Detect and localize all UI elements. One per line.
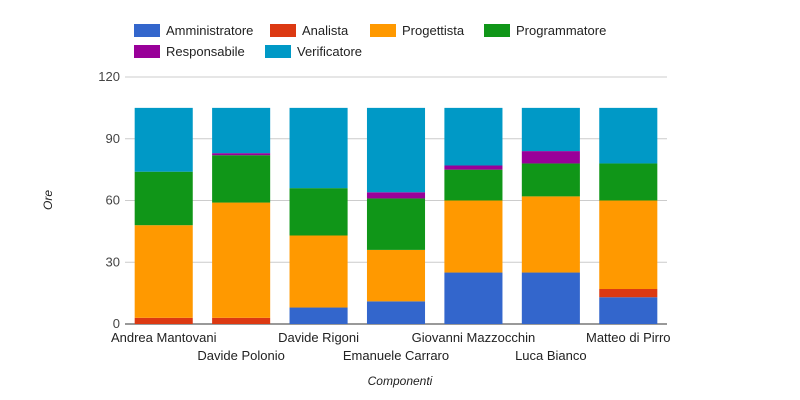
y-tick-label: 30	[106, 254, 120, 269]
bar-segment-programmatore	[289, 188, 348, 236]
legend-item-programmatore[interactable]: Programmatore	[484, 23, 606, 38]
bar-segment-programmatore	[212, 155, 271, 203]
bar-segment-analista	[212, 317, 271, 324]
legend-label: Programmatore	[516, 23, 607, 38]
bar-segment-verificatore	[521, 107, 580, 152]
legend-swatch	[134, 24, 160, 37]
legend-swatch	[134, 45, 160, 58]
legend-label: Responsabile	[166, 44, 245, 59]
y-tick-label: 90	[106, 131, 120, 146]
bar-segment-amministratore	[444, 272, 503, 324]
bar-segment-verificatore	[599, 107, 658, 164]
bar-segment-progettista	[289, 235, 348, 308]
legend-item-amministratore[interactable]: Amministratore	[134, 23, 253, 38]
bar-segment-amministratore	[521, 272, 580, 324]
bar-segment-progettista	[521, 196, 580, 273]
y-axis-ticks: 0 30 60 90 120	[98, 69, 120, 331]
legend-swatch	[270, 24, 296, 37]
bar-segment-responsabile	[444, 165, 503, 170]
bar-segment-responsabile	[521, 151, 580, 164]
x-tick-label: Emanuele Carraro	[343, 348, 449, 363]
legend-item-progettista[interactable]: Progettista	[370, 23, 464, 38]
legend-label: Progettista	[402, 23, 465, 38]
y-tick-label: 120	[98, 69, 120, 84]
bar-segment-programmatore	[444, 169, 503, 201]
bar-segment-verificatore	[289, 107, 348, 189]
x-tick-label: Davide Rigoni	[278, 330, 359, 345]
y-tick-label: 60	[106, 193, 120, 208]
bar-segment-verificatore	[366, 107, 426, 193]
bar-segment-progettista	[366, 249, 426, 302]
bar-segment-programmatore	[599, 163, 658, 201]
legend-swatch	[370, 24, 396, 37]
x-axis-labels: Andrea Mantovani Davide Polonio Davide Rig…	[111, 330, 671, 363]
bar-segment-progettista	[212, 202, 271, 318]
bar-segment-amministratore	[599, 297, 658, 324]
bar-segment-amministratore	[366, 301, 426, 324]
y-axis-title: Ore	[41, 190, 55, 210]
bar-segment-verificatore	[134, 107, 193, 172]
bar-segment-progettista	[599, 200, 658, 290]
bar-segment-amministratore	[289, 307, 348, 324]
bar-segment-programmatore	[134, 171, 193, 226]
bar-segment-verificatore	[212, 107, 271, 154]
x-tick-label: Luca Bianco	[515, 348, 587, 363]
chart-legend: Amministratore Analista Progettista Prog…	[134, 23, 654, 63]
legend-label: Amministratore	[166, 23, 254, 38]
bar-segment-programmatore	[521, 163, 580, 197]
x-tick-label: Davide Polonio	[197, 348, 284, 363]
bars	[134, 107, 658, 324]
legend-label: Analista	[302, 23, 349, 38]
legend-item-verificatore[interactable]: Verificatore	[265, 44, 362, 59]
bar-segment-progettista	[134, 225, 193, 318]
x-axis-title: Componenti	[368, 374, 433, 388]
legend-swatch	[265, 45, 291, 58]
bar-segment-verificatore	[444, 107, 503, 166]
bar-segment-analista	[134, 317, 193, 324]
bar-segment-programmatore	[366, 198, 426, 250]
x-tick-label: Matteo di Pirro	[586, 330, 671, 345]
legend-label: Verificatore	[297, 44, 363, 59]
bar-segment-responsabile	[366, 192, 426, 199]
legend-item-responsabile[interactable]: Responsabile	[134, 44, 245, 59]
x-tick-label: Andrea Mantovani	[111, 330, 217, 345]
legend-item-analista[interactable]: Analista	[270, 23, 348, 38]
bar-segment-analista	[599, 289, 658, 298]
bar-segment-responsabile	[212, 153, 271, 156]
y-tick-label: 0	[113, 316, 120, 331]
bar-segment-progettista	[444, 200, 503, 273]
legend-swatch	[484, 24, 510, 37]
x-tick-label: Giovanni Mazzocchin	[412, 330, 536, 345]
